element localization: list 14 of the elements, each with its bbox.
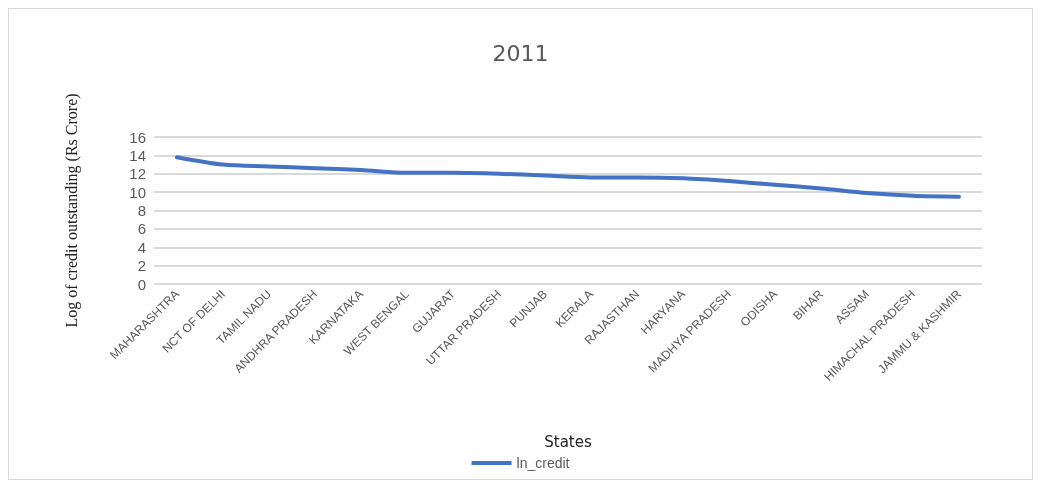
y-tick-label: 4 (137, 238, 146, 256)
y-tick-label: 8 (137, 202, 146, 219)
y-tick-label: 2 (137, 257, 146, 275)
legend-label: ln_credit (516, 455, 570, 471)
y-tick-label: 0 (137, 275, 146, 293)
y-axis-title: Log of credit outstanding (Rs Crore) (62, 93, 81, 328)
y-tick-label: 14 (129, 146, 146, 164)
x-axis-title: States (544, 432, 592, 451)
line-series (175, 155, 961, 199)
y-tick-label: 10 (129, 183, 146, 201)
chart-title: 2011 (492, 40, 549, 66)
y-tick-label: 6 (137, 220, 146, 238)
y-tick-label: 16 (129, 128, 146, 146)
y-tick-label: 12 (129, 165, 146, 183)
